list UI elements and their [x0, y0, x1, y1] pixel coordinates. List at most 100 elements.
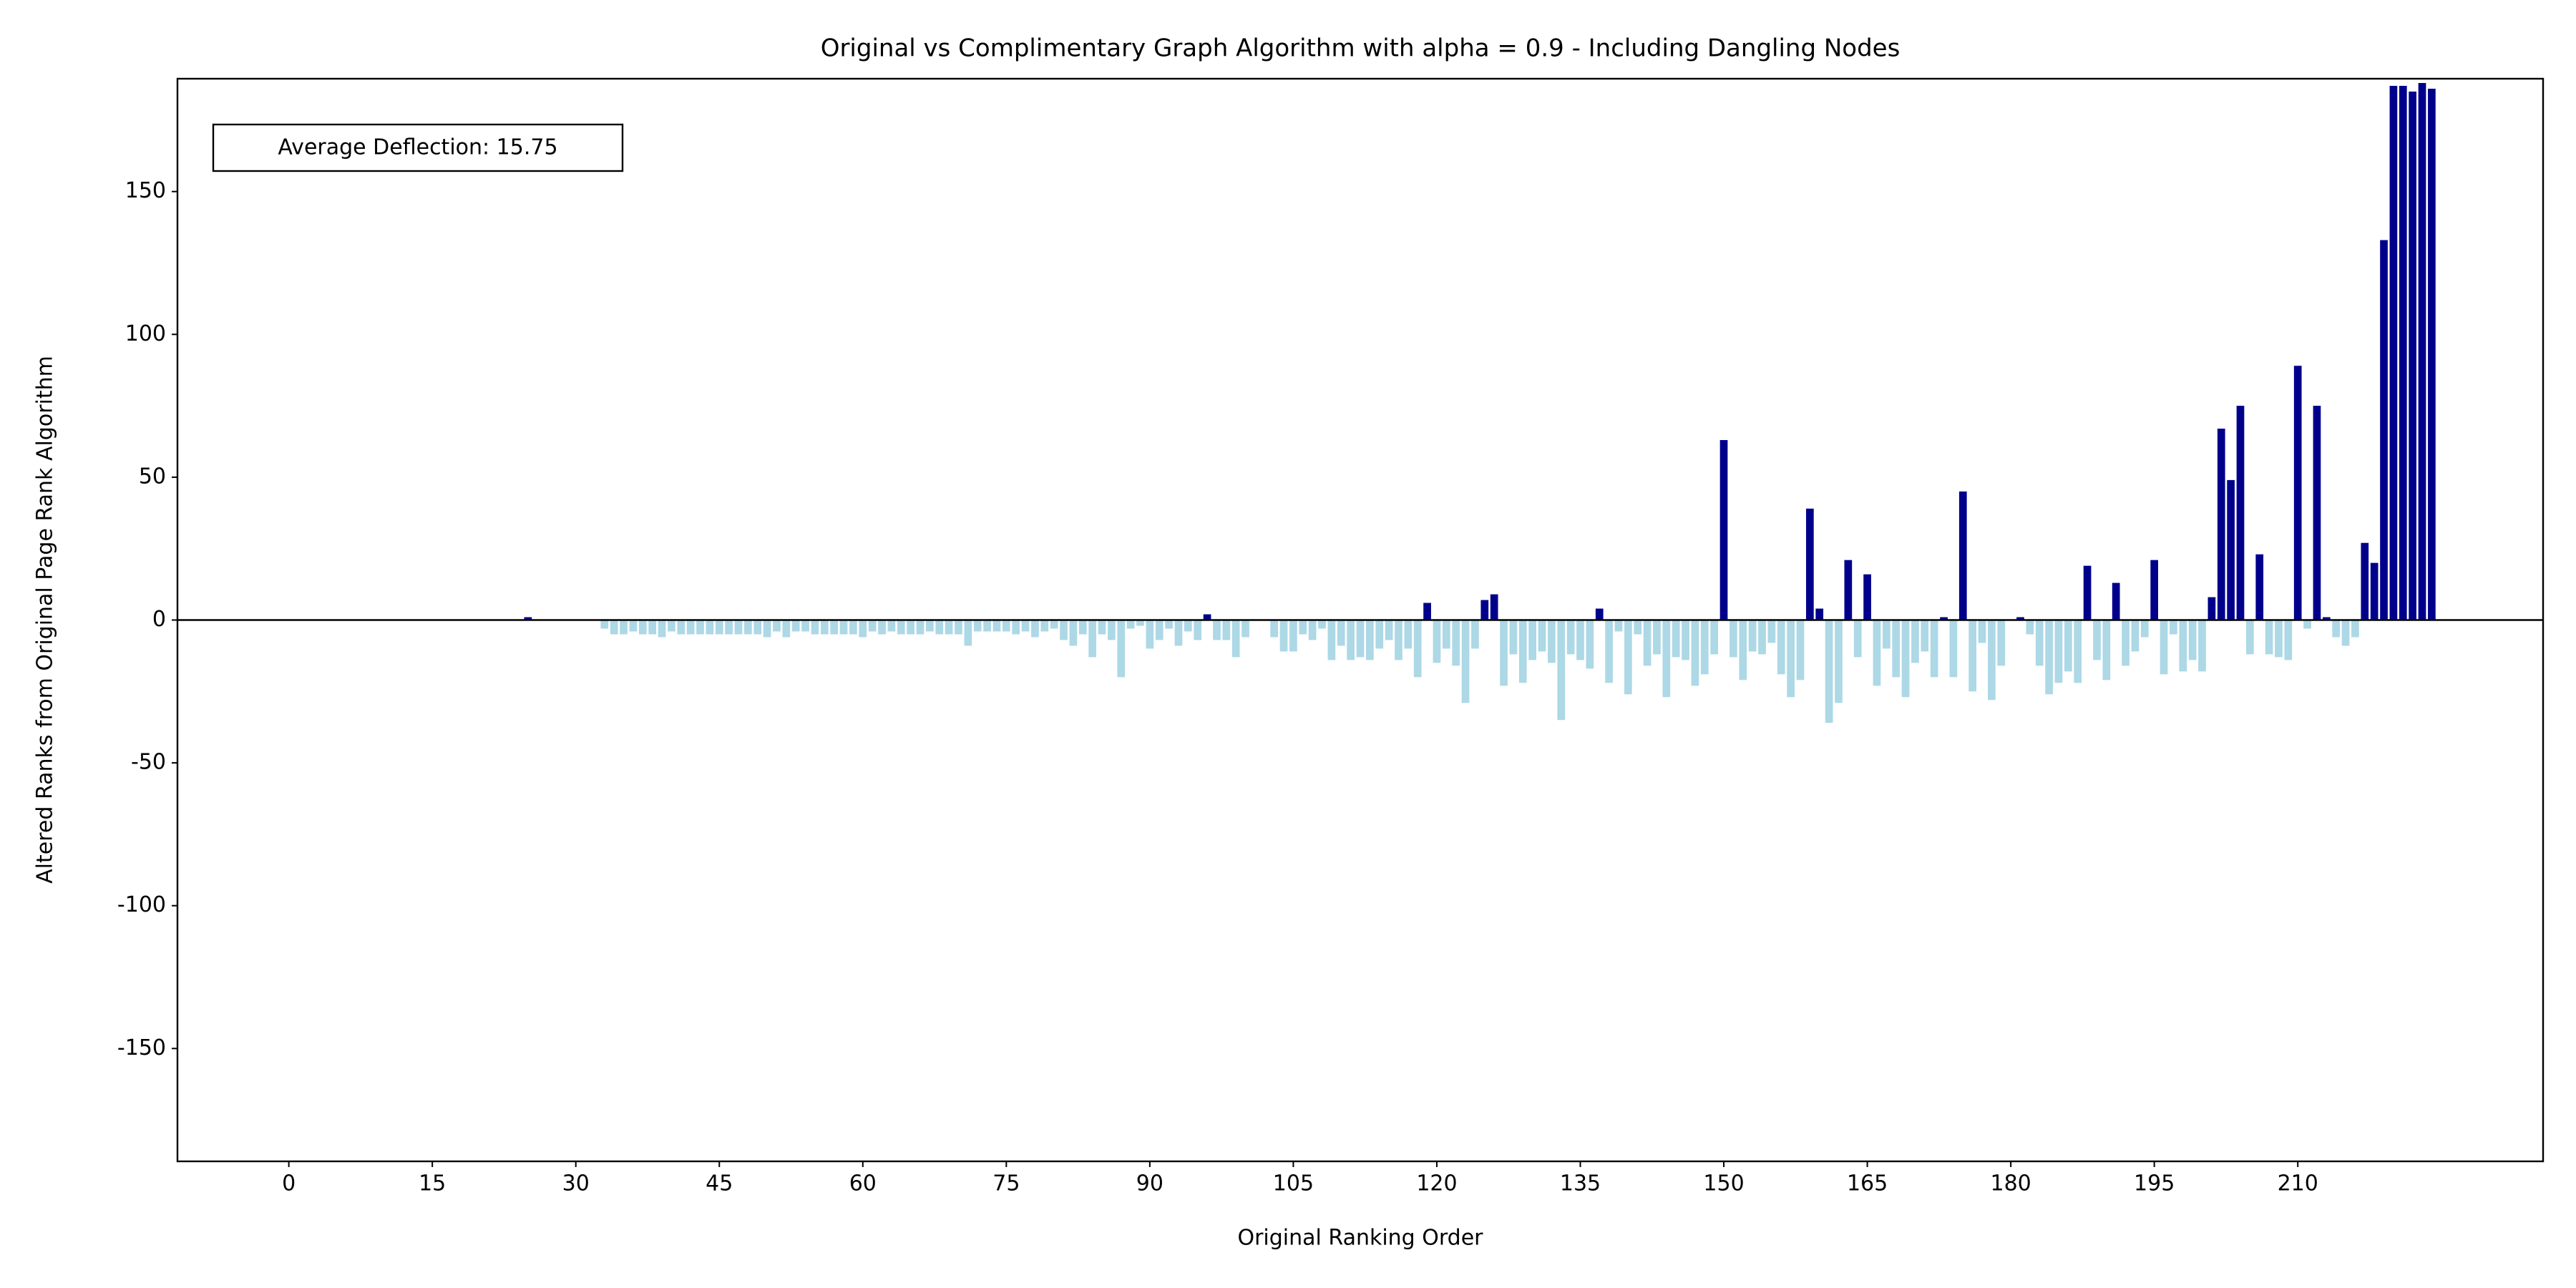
bar: [1672, 620, 1680, 658]
y-tick-label: 0: [152, 607, 166, 632]
bar: [686, 620, 695, 635]
bar: [1863, 574, 1871, 620]
x-tick-label: 120: [1416, 1171, 1457, 1196]
bar: [2102, 620, 2111, 680]
bar: [1595, 608, 1604, 620]
bar: [1155, 620, 1163, 640]
bar: [1299, 620, 1307, 635]
bar: [1194, 620, 1202, 640]
x-tick-label: 15: [419, 1171, 446, 1196]
bar: [868, 620, 877, 632]
bar: [839, 620, 848, 635]
bar: [744, 620, 752, 635]
bar: [1634, 620, 1642, 635]
bar: [1662, 620, 1671, 698]
bar: [2054, 620, 2063, 683]
bar: [773, 620, 781, 632]
bar: [887, 620, 896, 632]
bar: [1480, 600, 1489, 620]
bar: [1060, 620, 1068, 640]
bar: [1452, 620, 1460, 666]
bar: [1767, 620, 1776, 643]
bar: [1566, 620, 1575, 655]
bar: [1700, 620, 1709, 675]
bar: [2064, 620, 2072, 672]
bar: [2409, 91, 2416, 620]
bar: [1538, 620, 1546, 652]
y-tick-label: 150: [125, 178, 166, 203]
bar: [2293, 366, 2302, 620]
bar: [1490, 594, 1498, 620]
bar: [2083, 565, 2092, 620]
bar: [1222, 620, 1231, 640]
bar: [1682, 620, 1689, 660]
bar: [2303, 620, 2311, 629]
bar: [1366, 620, 1374, 660]
x-tick-label: 180: [1990, 1171, 2031, 1196]
bar: [1078, 620, 1087, 635]
bar: [859, 620, 867, 638]
bar: [2188, 620, 2197, 660]
bar: [1835, 620, 1843, 703]
bar: [2150, 560, 2159, 620]
y-axis-label: Altered Ranks from Original Page Rank Al…: [33, 356, 58, 884]
bar: [2428, 88, 2436, 620]
bar: [1624, 620, 1632, 695]
bar: [1050, 620, 1058, 629]
bar: [1012, 620, 1020, 635]
bar: [1433, 620, 1441, 663]
bar: [1710, 620, 1719, 655]
bar: [926, 620, 934, 632]
bar: [1873, 620, 1881, 686]
bar: [2074, 620, 2082, 683]
bar: [1174, 620, 1183, 646]
bar: [1146, 620, 1154, 649]
bar: [1509, 620, 1518, 655]
annotation-box: [212, 123, 624, 172]
bar: [2351, 620, 2359, 638]
bar: [638, 620, 647, 635]
bar: [1576, 620, 1584, 660]
bar: [1548, 620, 1556, 663]
bar: [1614, 620, 1623, 632]
bar: [1930, 620, 1938, 678]
bar: [791, 620, 800, 632]
bar: [1643, 620, 1652, 666]
x-tick-label: 60: [849, 1171, 877, 1196]
bar: [2131, 620, 2140, 652]
bar: [715, 620, 723, 635]
bar: [1318, 620, 1326, 629]
bar: [1748, 620, 1757, 652]
bar: [2227, 479, 2235, 620]
bar: [2112, 582, 2120, 620]
bar: [1040, 620, 1049, 632]
bar: [830, 620, 839, 635]
bar: [1653, 620, 1661, 655]
bar: [1213, 620, 1221, 640]
x-tick-label: 45: [706, 1171, 733, 1196]
x-axis-label: Original Ranking Order: [1237, 1226, 1483, 1251]
bar: [1423, 602, 1431, 620]
bar: [1117, 620, 1126, 678]
bar: [1940, 617, 1948, 620]
bar: [897, 620, 905, 635]
bar: [1787, 620, 1795, 698]
bar: [1777, 620, 1785, 675]
bar: [2370, 562, 2379, 620]
bar: [2246, 620, 2254, 655]
bar: [1518, 620, 1527, 683]
x-tick-label: 195: [2134, 1171, 2175, 1196]
bar: [734, 620, 743, 635]
bar: [1098, 620, 1106, 635]
bar: [2026, 620, 2034, 635]
bar: [1557, 620, 1566, 721]
bar: [2265, 620, 2273, 655]
bar: [1825, 620, 1833, 723]
bar: [1442, 620, 1450, 649]
bar: [2284, 620, 2293, 660]
bar: [1719, 439, 1728, 620]
bar: [1844, 560, 1853, 620]
bar: [1395, 620, 1402, 660]
bar: [1758, 620, 1766, 655]
